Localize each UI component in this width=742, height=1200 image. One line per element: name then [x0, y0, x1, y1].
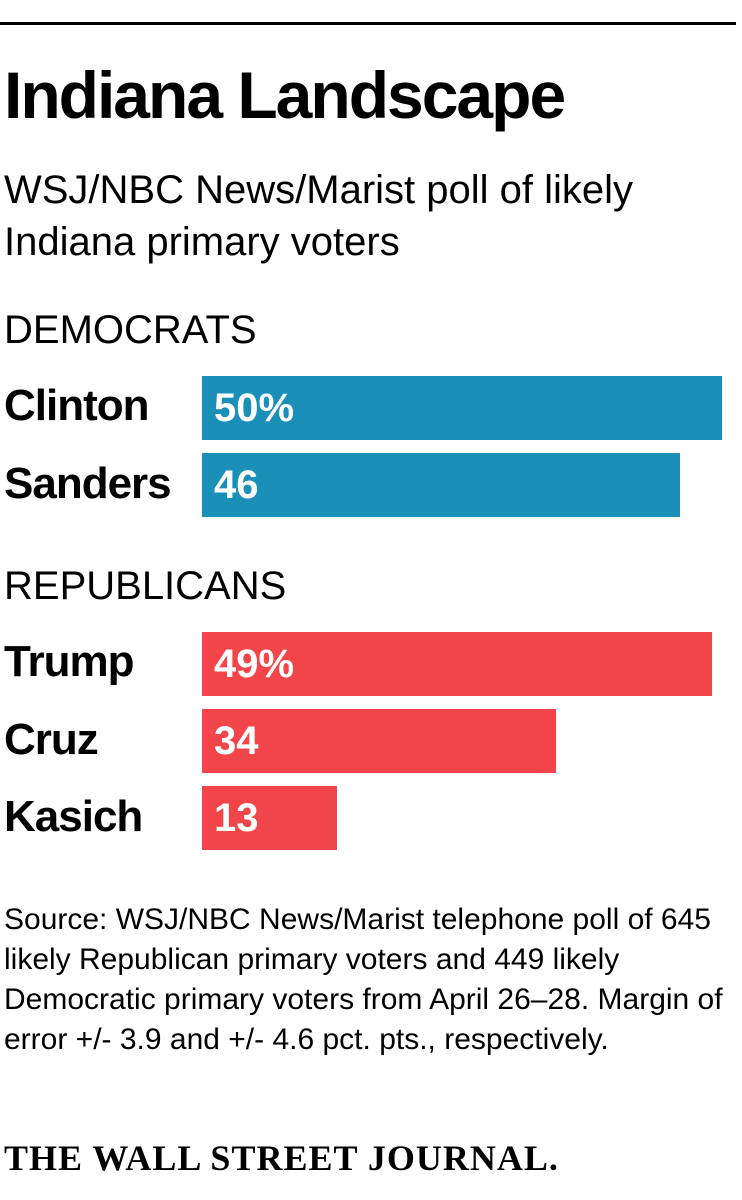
bar-value-clinton: 50%: [214, 386, 295, 430]
source-note: Source: WSJ/NBC News/Marist telephone po…: [4, 903, 723, 1056]
candidate-label-trump: Trump: [4, 637, 134, 686]
bar-value-cruz: 34: [214, 719, 259, 763]
group-label-democrats: DEMOCRATS: [4, 308, 257, 352]
bar-value-kasich: 13: [214, 796, 259, 840]
candidate-label-cruz: Cruz: [4, 715, 99, 764]
bar-value-sanders: 46: [214, 463, 259, 507]
chart-subtitle: WSJ/NBC News/Marist poll of likely India…: [4, 168, 634, 264]
bar-value-trump: 49%: [214, 642, 295, 686]
candidate-label-kasich: Kasich: [4, 792, 143, 841]
bar-trump: [202, 632, 712, 696]
bar-clinton: [202, 376, 722, 440]
bar-sanders: [202, 453, 680, 517]
bar-kasich: [202, 786, 337, 850]
candidate-label-clinton: Clinton: [4, 381, 150, 430]
bar-cruz: [202, 709, 556, 773]
publisher-logo: THE WALL STREET JOURNAL.: [4, 1138, 559, 1178]
group-label-republicans: REPUBLICANS: [4, 564, 287, 608]
top-rule: [0, 22, 736, 25]
chart-title: Indiana Landscape: [4, 58, 566, 132]
candidate-label-sanders: Sanders: [4, 459, 172, 508]
